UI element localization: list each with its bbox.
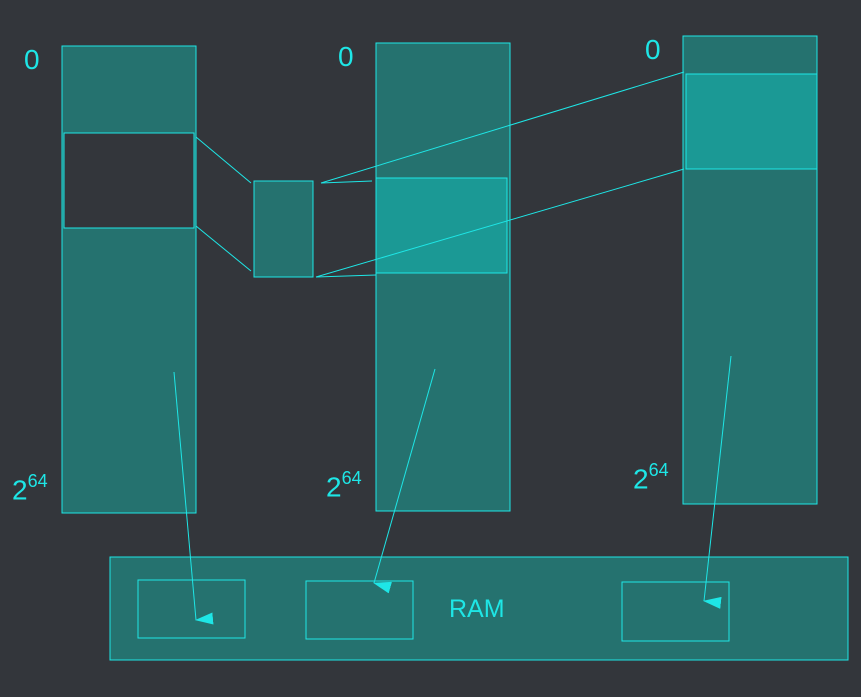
connector-hole-top: [195, 136, 252, 184]
address-space-2-bottom-label: 264: [326, 468, 362, 503]
address-space-1-bottom-base: 2: [12, 474, 28, 506]
ram-label: RAM: [449, 595, 505, 623]
address-space-1-top-label: 0: [24, 44, 40, 75]
address-space-3-bottom-exp: 64: [648, 460, 669, 480]
ram-block-1: [137, 579, 246, 639]
address-space-3-region: [685, 73, 818, 170]
arrow-col3-to-ram: [703, 355, 732, 609]
shared-page-block: [253, 180, 314, 278]
address-space-3-top-label: 0: [645, 34, 661, 65]
connector-col2-top: [320, 180, 373, 184]
address-space-2-region: [375, 177, 508, 274]
connector-col3-bottom: [315, 168, 685, 278]
address-space-3-bottom-base: 2: [633, 463, 649, 495]
ram-block-2: [305, 580, 414, 640]
ram-block-3: [621, 581, 730, 642]
address-space-1-bottom-exp: 64: [27, 471, 48, 491]
address-space-1-hole: [63, 132, 195, 229]
address-space-1-bottom-label: 264: [12, 471, 48, 506]
address-space-3-bottom-label: 264: [633, 460, 669, 495]
address-space-2-bottom-base: 2: [326, 471, 342, 503]
address-space-2-top-label: 0: [338, 41, 354, 72]
address-space-2: [375, 42, 511, 512]
connector-hole-bottom: [195, 225, 252, 272]
address-space-1: [61, 45, 197, 514]
arrow-col1-to-ram: [173, 371, 214, 625]
address-space-2-bottom-exp: 64: [341, 468, 362, 488]
arrow-col2-to-ram: [373, 368, 436, 594]
connector-col2-bottom: [315, 274, 377, 278]
connector-col3-top: [320, 71, 685, 184]
